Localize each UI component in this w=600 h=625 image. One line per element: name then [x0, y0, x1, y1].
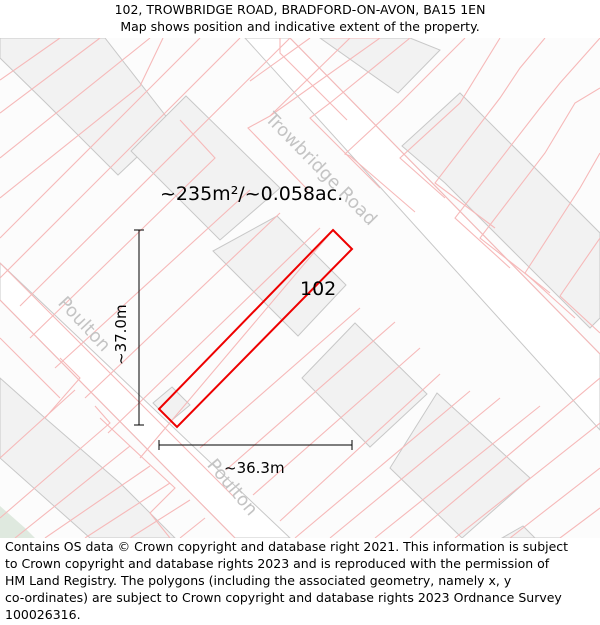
- green-area: [0, 506, 35, 538]
- copyright-notice: Contains OS data © Crown copyright and d…: [5, 538, 597, 623]
- parcel-boundary: [409, 377, 600, 538]
- parcel-boundary: [249, 38, 311, 82]
- area-label: ~235m²/~0.058ac.: [160, 183, 343, 205]
- road: [0, 262, 291, 538]
- parcel-boundary: [129, 499, 191, 538]
- property-boundary[interactable]: [157, 228, 354, 429]
- parcel-boundary: [0, 38, 61, 81]
- height-measure-label: ~37.0m: [112, 304, 130, 365]
- parcel-boundary: [524, 152, 600, 319]
- parcel-boundary: [434, 38, 546, 229]
- building: [0, 38, 173, 176]
- parcel-boundary: [84, 482, 171, 538]
- map-header: 102, TROWBRIDGE ROAD, BRADFORD-ON-AVON, …: [0, 0, 600, 39]
- parcel-boundary: [399, 38, 501, 199]
- parcel-boundaries-layer: [0, 38, 600, 538]
- parcel-boundary: [139, 229, 334, 459]
- parcel-boundary: [0, 262, 236, 499]
- parcel-boundary: [0, 38, 241, 279]
- copyright-line: to Crown copyright and database rights 2…: [5, 556, 550, 571]
- parcel-boundary: [19, 38, 291, 307]
- parcel-boundary: [252, 347, 421, 496]
- parcel-boundary: [107, 227, 321, 434]
- parcel-boundary: [14, 445, 131, 538]
- parcel-boundary: [374, 405, 541, 538]
- road: [244, 38, 600, 431]
- building: [301, 322, 428, 448]
- property-number-label: 102: [300, 278, 336, 300]
- parcel-boundary: [509, 467, 600, 538]
- parcel-boundary: [0, 38, 151, 159]
- green-space: [0, 506, 35, 538]
- building: [319, 38, 441, 94]
- parcel-boundary: [199, 307, 361, 449]
- parcel-boundary: [559, 507, 600, 538]
- building: [212, 215, 347, 337]
- property-outline[interactable]: [157, 228, 354, 429]
- copyright-line: 100026316.: [5, 607, 81, 622]
- parcel-boundary: [269, 38, 351, 117]
- parcel-boundary: [279, 38, 348, 121]
- parcel-boundary: [309, 38, 411, 189]
- parcel-boundary: [54, 189, 251, 369]
- width-measure-label: ~36.3m: [224, 459, 285, 477]
- parcel-boundary: [279, 373, 441, 522]
- parcel-boundary: [0, 38, 201, 239]
- parcel-boundary: [479, 87, 600, 294]
- parcel-boundary: [44, 465, 151, 538]
- parcel-boundary: [247, 38, 381, 191]
- copyright-line: HM Land Registry. The polygons (includin…: [5, 573, 512, 588]
- copyright-line: Contains OS data © Crown copyright and d…: [5, 539, 569, 554]
- parcel-boundary: [29, 119, 216, 339]
- building: [500, 525, 561, 538]
- parcel-boundary: [559, 237, 600, 334]
- parcel-boundary: [0, 38, 101, 114]
- buildings-layer: [0, 38, 600, 538]
- roads-layer: [0, 38, 600, 538]
- parcel-boundary: [0, 38, 164, 199]
- map-subtitle: Map shows position and indicative extent…: [120, 19, 480, 34]
- building: [0, 377, 176, 538]
- parcel-boundary: [0, 405, 111, 519]
- parcel-boundary: [0, 299, 236, 538]
- parcel-boundary: [294, 390, 471, 538]
- parcel-boundary: [84, 212, 281, 399]
- parcel-boundary: [99, 417, 176, 538]
- parcel-boundary: [454, 38, 600, 269]
- parcel-boundary: [44, 357, 81, 419]
- parcel-boundary: [343, 38, 466, 213]
- parcel-boundary: [454, 422, 600, 538]
- parcel-boundary: [179, 517, 206, 538]
- parcel-boundary: [329, 397, 501, 538]
- property-address: 102, TROWBRIDGE ROAD, BRADFORD-ON-AVON, …: [114, 2, 486, 17]
- parcel-boundary: [0, 389, 76, 459]
- property-map[interactable]: Trowbridge Road Poulton Poulton ~235m²/~0.…: [0, 38, 600, 538]
- parcel-boundary: [0, 337, 61, 399]
- building: [389, 392, 531, 538]
- measurement-layer: [134, 229, 353, 450]
- copyright-line: co-ordinates) are subject to Crown copyr…: [5, 590, 562, 605]
- parcel-boundary: [289, 38, 600, 355]
